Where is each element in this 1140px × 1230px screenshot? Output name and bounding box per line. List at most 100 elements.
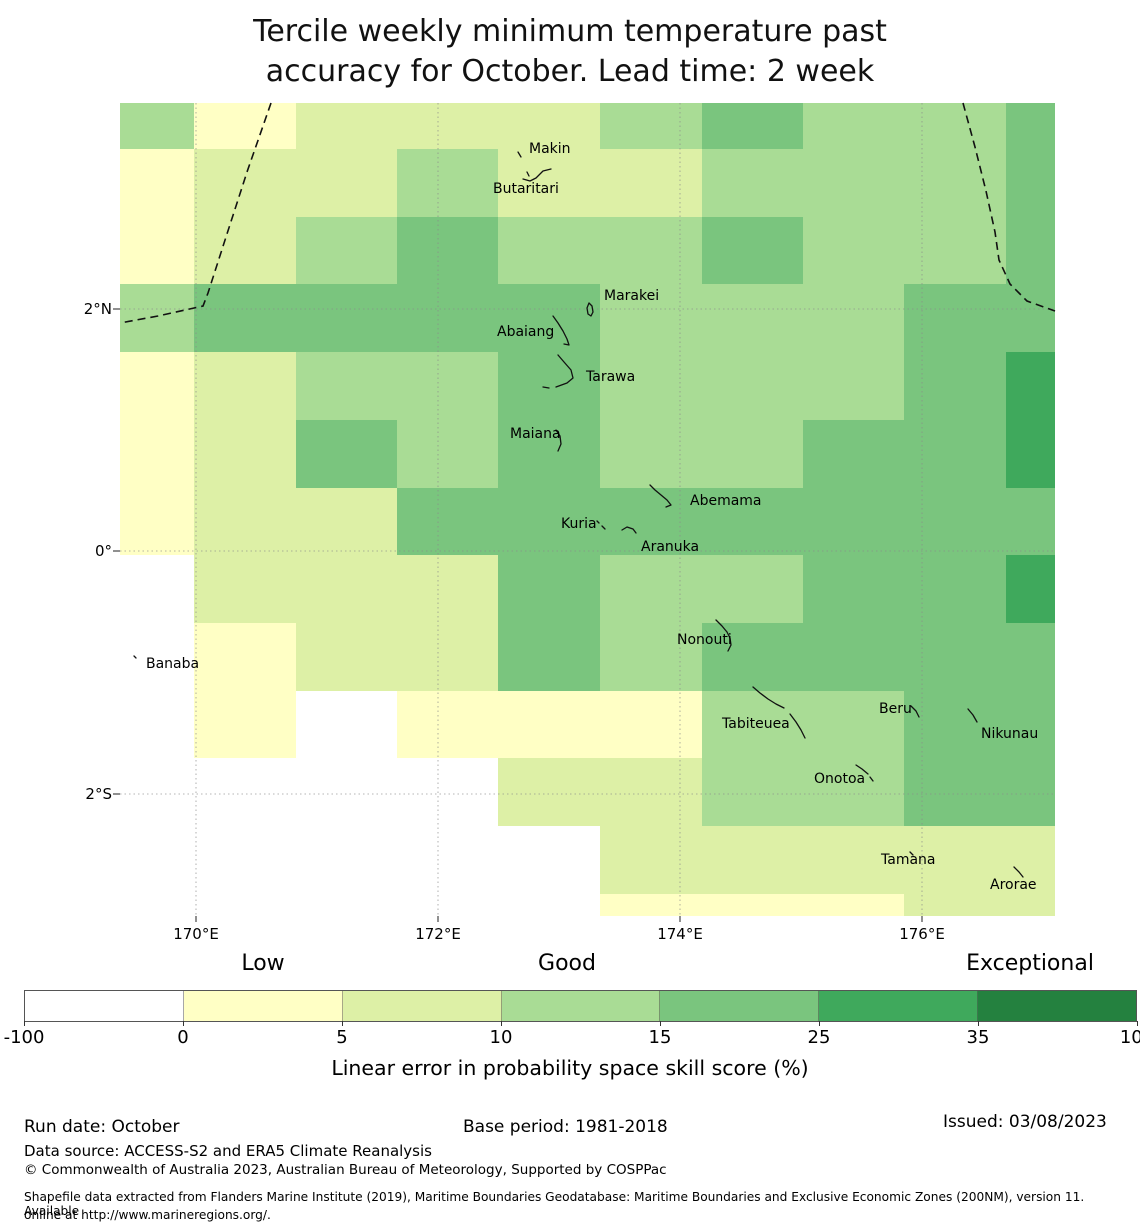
island-outline-maiana (555, 429, 562, 452)
island-outline-abaiang (552, 315, 570, 346)
island-outline-banaba (133, 655, 137, 659)
grid-cell (120, 691, 194, 758)
island-outline-onotoa (855, 764, 869, 775)
footer-shapefile-note-line1: Shapefile data extracted from Flanders M… (24, 1190, 1085, 1218)
island-outline-abemama (649, 484, 672, 508)
island-outline-tabiteuea (752, 686, 785, 709)
grid-cell (194, 149, 296, 217)
grid-cell (702, 623, 803, 691)
island-label-abaiang: Abaiang (497, 324, 555, 340)
island-label-kuria: Kuria (561, 516, 597, 532)
graticule (120, 103, 1055, 916)
grid-cell (120, 352, 194, 420)
grid-cell (194, 623, 296, 691)
colorbar-tickmark (183, 1021, 184, 1026)
grid-cell (296, 691, 397, 758)
island-label-beru: Beru (879, 701, 912, 717)
island-outline-tamana (909, 851, 914, 856)
grid-cell (803, 420, 904, 488)
grid-cell (194, 758, 296, 826)
grid-cell (904, 284, 1006, 352)
colorbar-tickmark (24, 1021, 25, 1026)
grid-cell (1006, 149, 1055, 217)
grid-cell (803, 555, 904, 623)
island-outline-butaritari (522, 168, 552, 182)
grid-cell (904, 420, 1006, 488)
grid-cell (1006, 758, 1055, 826)
island-outline-nonouti (715, 619, 732, 652)
colorbar-tick-label: 0 (177, 1027, 189, 1048)
grid-cell (1006, 555, 1055, 623)
eez-boundaries (119, 102, 1056, 324)
x-axis-label: 176°E (899, 925, 945, 943)
colorbar-segment (819, 991, 979, 1021)
grid-cell (702, 352, 803, 420)
island-outline-makin (517, 151, 522, 158)
grid-cell (803, 758, 904, 826)
grid-cell (1006, 217, 1055, 284)
grid-cell (120, 555, 194, 623)
grid-cell (120, 758, 194, 826)
colorbar-tick-label: 25 (807, 1027, 831, 1048)
island-outline-arorae (1013, 866, 1024, 878)
grid-cell (803, 284, 904, 352)
grid-cell (498, 284, 600, 352)
grid-cell (600, 894, 702, 916)
grid-cell (498, 691, 600, 758)
island-outline-onotoa (869, 776, 874, 782)
y-axis-label: 2°N (83, 300, 112, 318)
grid-cell (702, 420, 803, 488)
grid-cell (498, 555, 600, 623)
grid-cell (600, 149, 702, 217)
grid-cell (194, 352, 296, 420)
island-label-makin: Makin (529, 141, 571, 157)
colorbar-legend-low: Low (241, 951, 285, 976)
grid-cell (296, 352, 397, 420)
grid-cell (1006, 352, 1055, 420)
grid-cell (1006, 488, 1055, 555)
y-axis-label: 2°S (85, 785, 112, 803)
colorbar-segment (342, 991, 502, 1021)
grid-cell (194, 555, 296, 623)
grid-cell (498, 217, 600, 284)
island-outline-beru (910, 705, 920, 718)
grid-cell (397, 691, 498, 758)
grid-cell (397, 826, 498, 894)
colorbar-tick-label: 100 (1119, 1027, 1140, 1048)
footer-issued: Issued: 03/08/2023 (943, 1112, 1107, 1132)
island-label-onotoa: Onotoa (814, 771, 866, 787)
x-axis-label: 172°E (415, 925, 461, 943)
grid-cell (194, 894, 296, 916)
grid-cell (1006, 623, 1055, 691)
island-outline-tabiteuea (789, 713, 806, 739)
colorbar (24, 990, 1137, 1022)
island-label-banaba: Banaba (146, 656, 200, 672)
grid-cell (296, 555, 397, 623)
grid-cell (803, 894, 904, 916)
grid-cell (120, 284, 194, 352)
grid-cell (296, 217, 397, 284)
grid-cell (803, 691, 904, 758)
grid-cell (600, 623, 702, 691)
island-outline-kuria (601, 525, 606, 530)
title-line-2: accuracy for October. Lead time: 2 week (265, 54, 875, 89)
grid-cell (397, 149, 498, 217)
title-line-1: Tercile weekly minimum temperature past (253, 14, 887, 49)
grid-cell (904, 894, 1006, 916)
grid-cell (498, 352, 600, 420)
island-label-aranuka: Aranuka (641, 539, 700, 555)
colorbar-tickmark (819, 1021, 820, 1026)
grid-cell (296, 103, 397, 149)
island-label-tamana: Tamana (881, 852, 936, 868)
colorbar-tickmark (501, 1021, 502, 1026)
footer-shapefile-note-line2: online at http://www.marineregions.org/. (24, 1208, 271, 1222)
grid-cell (904, 623, 1006, 691)
grid-cell (194, 103, 296, 149)
colorbar-tickmark (660, 1021, 661, 1026)
grid-cell (194, 217, 296, 284)
x-axis-label: 174°E (657, 925, 703, 943)
grid-cell (296, 284, 397, 352)
island-label-butaritari: Butaritari (493, 181, 559, 197)
grid-cell (120, 623, 194, 691)
grid-cell (702, 691, 803, 758)
